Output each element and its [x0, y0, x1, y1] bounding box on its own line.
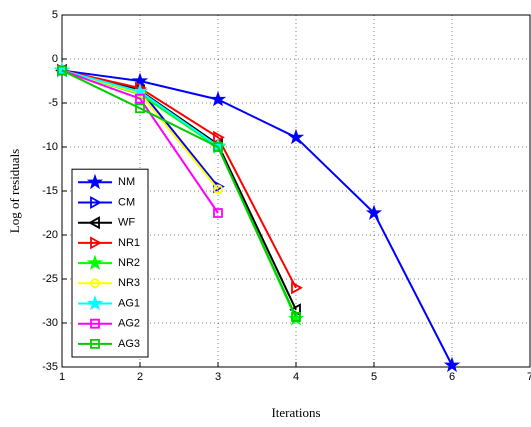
marker: [365, 204, 383, 220]
series-line: [61, 69, 297, 318]
legend-marker: [86, 294, 104, 311]
marker: [213, 142, 223, 152]
y-tick-label: -30: [42, 317, 58, 329]
y-tick-label: -15: [42, 185, 58, 197]
y-tick-label: -20: [42, 229, 58, 241]
legend-marker: [90, 318, 100, 329]
marker: [57, 65, 67, 76]
legend-marker: [90, 339, 100, 349]
y-tick-label: 5: [52, 9, 58, 21]
x-tick-label: 1: [59, 371, 65, 383]
legend-marker: [86, 173, 104, 190]
series-line: [61, 69, 453, 366]
marker: [291, 281, 303, 295]
legend-marker: [86, 254, 104, 271]
legend-marker: [88, 216, 100, 230]
legend-label: NM: [118, 176, 135, 188]
x-tick-label: 7: [527, 371, 531, 383]
marker: [291, 311, 301, 322]
series-line: [61, 69, 219, 214]
legend-label: AG2: [118, 318, 140, 330]
marker: [53, 61, 71, 78]
marker: [135, 103, 145, 114]
y-axis-label: Log of residuals: [7, 149, 22, 233]
legend: NM CM WF NR1 NR2 NR3 AG1 AG2 AG3: [71, 168, 149, 358]
y-tick-label: -25: [42, 273, 58, 285]
y-tick-label: -5: [48, 97, 58, 109]
legend-label: NR3: [118, 277, 140, 289]
legend-label: AG1: [118, 297, 140, 309]
legend-marker: [90, 195, 102, 210]
legend-label: AG3: [118, 338, 140, 350]
x-tick-label: 2: [137, 371, 143, 383]
y-tick-label: -35: [42, 361, 58, 373]
legend-marker: [90, 278, 100, 289]
x-tick-label: 4: [293, 371, 299, 383]
x-tick-label: 6: [449, 371, 455, 383]
marker: [287, 128, 305, 145]
y-tick-label: -10: [42, 141, 58, 153]
legend-marker: [90, 236, 102, 250]
axes-box: [61, 14, 531, 368]
x-tick-label: 3: [215, 371, 221, 383]
x-axis-label: Iterations: [271, 405, 320, 420]
x-tick-label: 5: [371, 371, 377, 383]
legend-label: NR2: [118, 257, 140, 269]
marker: [135, 93, 145, 104]
legend-label: WF: [118, 217, 135, 229]
marker: [443, 356, 461, 373]
legend-label: CM: [118, 196, 135, 208]
y-tick-label: 0: [52, 53, 58, 65]
marker: [213, 184, 223, 195]
marker: [209, 90, 227, 107]
legend-label: NR1: [118, 237, 140, 249]
series-line: [61, 69, 297, 289]
marker: [213, 208, 223, 218]
